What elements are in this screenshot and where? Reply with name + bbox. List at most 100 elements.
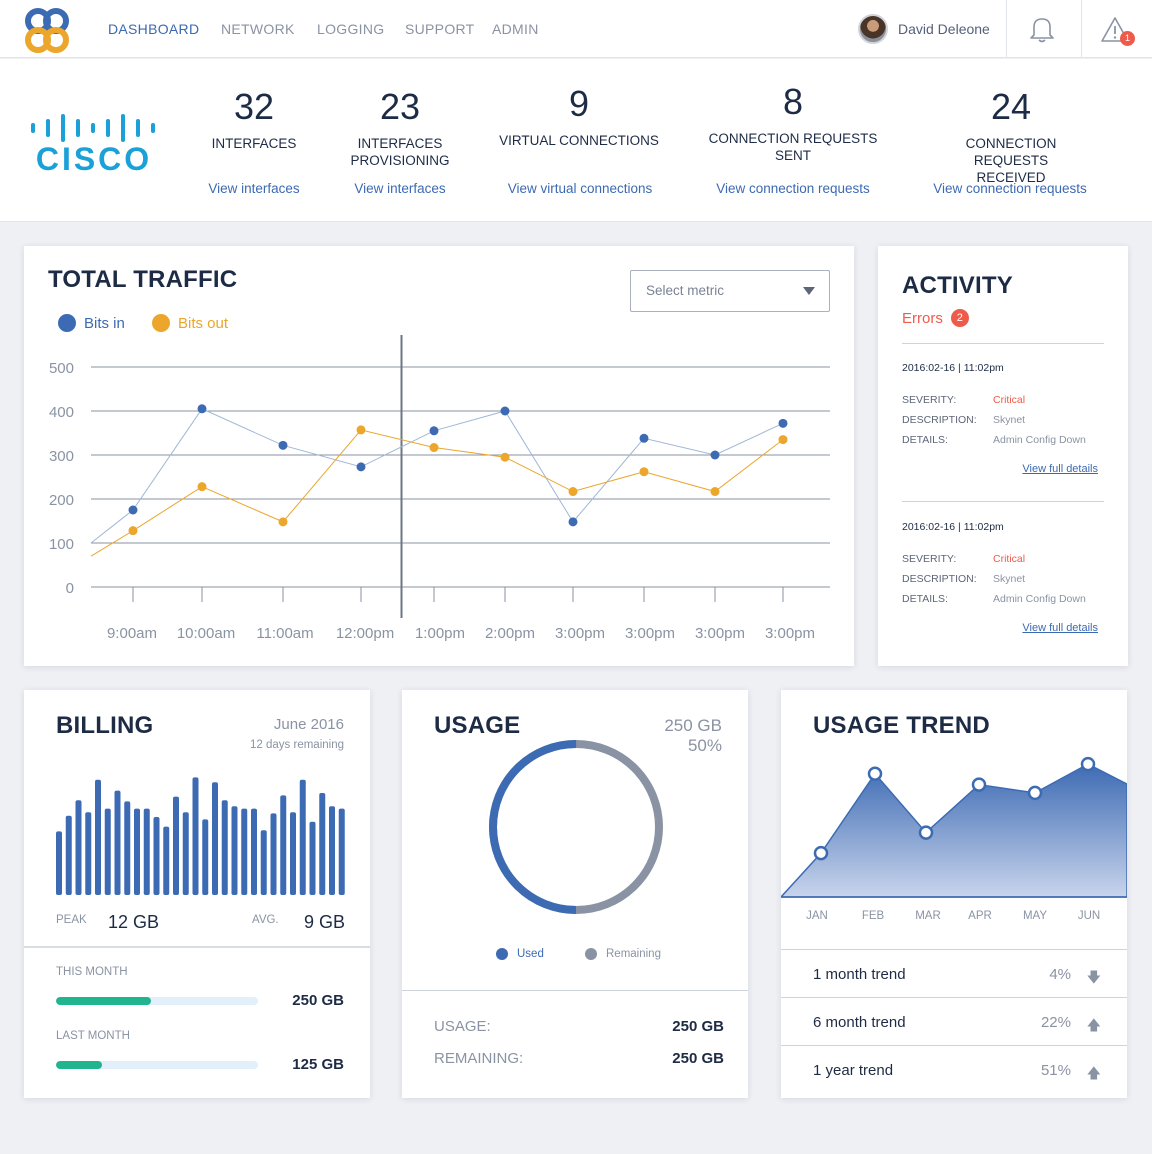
trend-point <box>813 845 829 861</box>
divider <box>902 343 1104 344</box>
select-placeholder: Select metric <box>646 283 725 298</box>
y-tick-label: 400 <box>49 404 74 421</box>
trend-point <box>971 777 987 792</box>
billing-bar <box>56 831 62 895</box>
cisco-bar <box>136 119 140 137</box>
stat-value: 8 <box>782 81 804 122</box>
nav-logging[interactable]: LOGGING <box>317 21 385 37</box>
x-tick-label: 9:00am <box>107 625 157 642</box>
activity-date: 2016:02-16 | 11:02pm <box>902 362 1004 374</box>
billing-bar <box>231 806 238 895</box>
field-label: DETAILS: <box>902 593 948 605</box>
legend-swatch <box>496 948 508 960</box>
billing-bar <box>192 777 199 895</box>
bell-icon[interactable] <box>1028 15 1056 43</box>
billing-bar <box>104 808 111 895</box>
data-point <box>568 517 578 527</box>
usage-card: USAGE 250 GB 50% Used Remaining USAGE: 2… <box>402 690 748 1098</box>
x-tick-label: 3:00pm <box>625 625 675 642</box>
month-label: MAY <box>1022 910 1048 922</box>
details-value: Admin Config Down <box>993 593 1086 605</box>
view-interfaces-link[interactable]: View interfaces <box>208 181 300 196</box>
field-label: DESCRIPTION: <box>902 573 977 585</box>
warning-icon[interactable] <box>1100 15 1130 45</box>
billing-bar <box>270 813 277 895</box>
legend-remaining: Remaining <box>585 948 661 960</box>
y-tick-label: 100 <box>49 536 74 553</box>
this-month-progress <box>56 997 258 1005</box>
month-label: MAR <box>915 910 941 922</box>
y-tick-label: 200 <box>49 492 74 509</box>
nav-admin[interactable]: ADMIN <box>492 21 539 37</box>
cisco-bar <box>121 114 125 142</box>
stat-label: CONNECTION REQUESTS RECEIVED <box>965 136 1057 185</box>
errors-count-badge: 2 <box>950 309 969 327</box>
trend-row-6-month[interactable]: 6 month trend 22% 🡅 <box>781 997 1127 1045</box>
trend-value: 22% <box>1040 1014 1071 1031</box>
card-title: USAGE TREND <box>813 712 990 739</box>
view-virtual-connections-link[interactable]: View virtual connections <box>507 181 653 196</box>
usage-key: USAGE: <box>434 1018 491 1035</box>
stat-label: CONNECTION REQUESTS SENT <box>708 131 878 163</box>
field-label: DETAILS: <box>902 434 948 446</box>
data-point <box>197 404 207 414</box>
progress-fill <box>56 997 151 1005</box>
cisco-wordmark: CISCO <box>36 141 152 177</box>
view-full-details-link[interactable]: View full details <box>1022 463 1098 475</box>
trend-row-1-month[interactable]: 1 month trend 4% 🡇 <box>781 949 1127 997</box>
billing-bar <box>114 790 121 895</box>
x-tick-label: 12:00pm <box>336 625 394 642</box>
activity-date: 2016:02-16 | 11:02pm <box>902 521 1004 533</box>
billing-bar <box>309 821 316 895</box>
view-sent-requests-link[interactable]: View connection requests <box>716 181 870 196</box>
peak-label: PEAK <box>56 914 87 926</box>
stat-value: 32 <box>233 86 275 127</box>
stat-value: 23 <box>379 86 421 127</box>
nav-dashboard[interactable]: DASHBOARD <box>108 21 200 37</box>
cisco-bar <box>151 123 155 133</box>
view-provisioning-link[interactable]: View interfaces <box>354 181 446 196</box>
nav-network[interactable]: NETWORK <box>221 21 295 37</box>
legend-swatch <box>585 948 597 960</box>
arrow-up-icon: 🡅 <box>1086 1065 1101 1081</box>
month-label: FEB <box>861 910 885 922</box>
legend-label: Bits out <box>178 314 229 332</box>
severity-value: Critical <box>993 394 1026 406</box>
stat-value: 24 <box>990 86 1032 127</box>
view-full-details-link[interactable]: View full details <box>1022 622 1098 634</box>
x-tick-label: 10:00am <box>177 625 235 642</box>
total-traffic-card: TOTAL TRAFFIC Select metric Bits in Bits… <box>24 246 854 666</box>
severity-value: Critical <box>993 553 1026 565</box>
field-label: SEVERITY: <box>902 394 957 406</box>
billing-bar <box>299 779 306 895</box>
alert-count-badge: 1 <box>1120 31 1135 46</box>
trend-label: 1 year trend <box>813 1062 894 1079</box>
errors-filter[interactable]: Errors 2 <box>902 309 969 327</box>
usage-value: 250 GB <box>672 1018 724 1035</box>
data-point <box>356 462 366 472</box>
trend-row-1-year[interactable]: 1 year trend 51% 🡅 <box>781 1045 1127 1093</box>
stat-label: VIRTUAL CONNECTIONS <box>499 133 659 148</box>
arrow-up-icon: 🡅 <box>1086 1017 1101 1033</box>
data-point <box>500 406 510 416</box>
usage-total: 250 GB 50% <box>664 716 722 756</box>
data-point <box>778 418 788 428</box>
metric-select[interactable]: Select metric <box>630 270 830 312</box>
billing-bar <box>85 812 92 895</box>
x-tick-label: 1:00pm <box>415 625 465 642</box>
nav-support[interactable]: SUPPORT <box>405 21 475 37</box>
remaining-key: REMAINING: <box>434 1050 524 1067</box>
billing-bar <box>163 826 170 895</box>
remaining-value: 250 GB <box>672 1050 724 1067</box>
usage-percent: 50% <box>687 736 722 755</box>
stat-virtual-connections: 9 VIRTUAL CONNECTIONS <box>499 86 659 149</box>
view-received-requests-link[interactable]: View connection requests <box>933 181 1087 196</box>
last-month-label: LAST MONTH <box>56 1030 130 1042</box>
legend-swatch <box>58 314 76 332</box>
app-logo-icon[interactable] <box>22 6 72 56</box>
user-menu[interactable]: David Deleone <box>858 14 990 44</box>
x-tick-label: 3:00pm <box>765 625 815 642</box>
billing-bar <box>212 782 218 895</box>
data-point <box>197 482 207 492</box>
data-point <box>710 487 720 497</box>
